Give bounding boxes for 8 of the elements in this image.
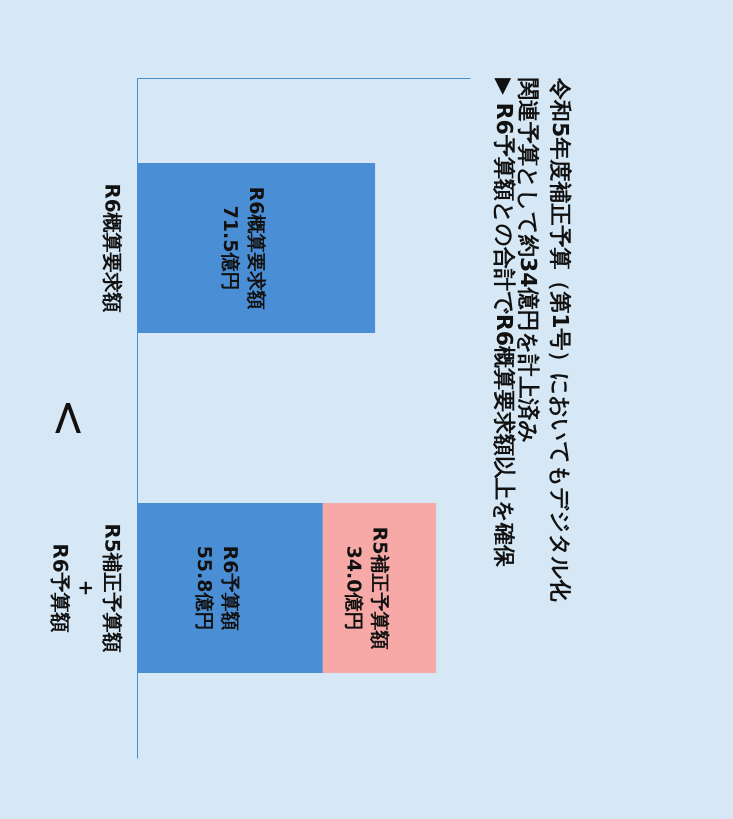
y-tick-label: R6概算要求額: [100, 183, 124, 313]
text: 令和5年度補正予算（第1号）においてもデジタル化関連予算として約34億円を計上済み: [515, 77, 573, 603]
data-label: R6予算額 55.8億円: [192, 546, 241, 630]
y-tick-label: R5補正予算額 + R6予算額: [48, 523, 124, 653]
data-label: R5補正予算額 34.0億円: [342, 526, 390, 650]
text: ▶ R6予算額との合計でR6概算要求額以上を確保: [491, 78, 516, 568]
text: <: [41, 398, 97, 438]
data-label: R6概算要求額 71.5億円: [219, 186, 268, 310]
